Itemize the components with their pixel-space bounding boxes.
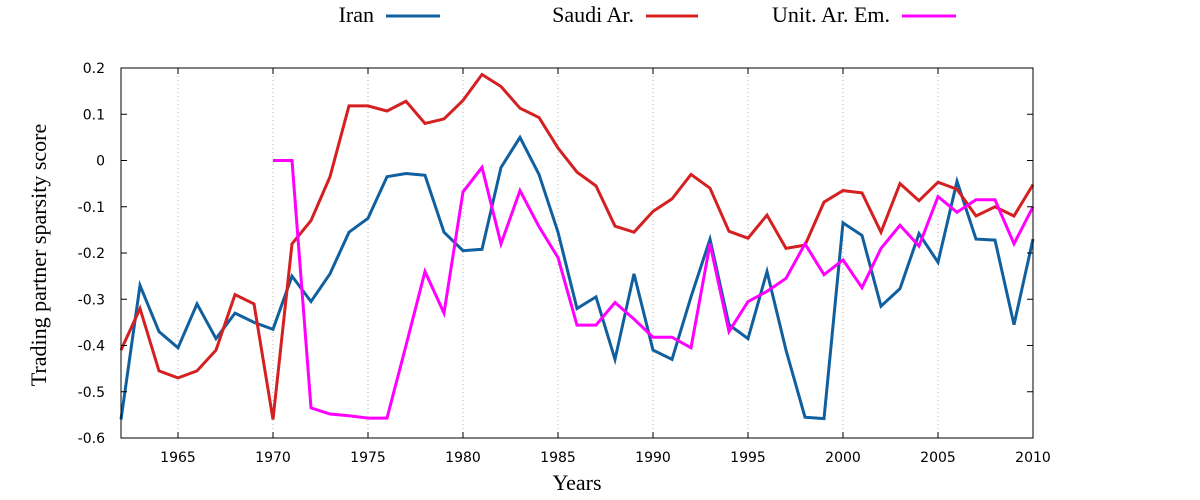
y-tick-label: -0.3 (78, 292, 105, 308)
axis-ticks: 1965 1970 1975 1980 1985 1990 1995 2000 2005 2010… (78, 61, 1051, 466)
y-axis-title: Trading partner sparsity score (26, 124, 51, 387)
y-tick-label: -0.4 (78, 339, 105, 355)
plot-frame (120, 67, 1034, 439)
y-tick-label: 0.2 (83, 61, 105, 77)
legend-label: Saudi Ar. (552, 2, 634, 27)
y-tick-label: -0.5 (78, 385, 105, 401)
y-tick-label: -0.2 (78, 246, 105, 262)
x-tick-label: 1980 (445, 450, 481, 466)
legend-label: Iran (339, 2, 374, 27)
y-tick-label: 0 (96, 154, 105, 170)
grid (177, 68, 1034, 438)
series-line-iran (119, 134, 1035, 421)
y-tick-label: -0.6 (78, 431, 105, 447)
x-tick-label: 2010 (1015, 450, 1051, 466)
series-line-unit-ar-em (273, 159, 1035, 420)
x-tick-label: 1985 (540, 450, 576, 466)
x-tick-label: 1970 (255, 450, 291, 466)
series-line-saudi-ar (119, 72, 1035, 420)
x-tick-label: 1995 (730, 450, 766, 466)
x-axis-title: Years (552, 470, 601, 495)
series-lines (119, 72, 1035, 421)
x-tick-label: 1965 (160, 450, 196, 466)
x-tick-label: 2005 (920, 450, 956, 466)
legend: Iran Saudi Ar. Unit. Ar. Em. (339, 2, 956, 27)
legend-label: Unit. Ar. Em. (772, 2, 890, 27)
y-tick-label: -0.1 (78, 200, 105, 216)
x-tick-label: 1975 (350, 450, 386, 466)
x-tick-label: 2000 (825, 450, 861, 466)
x-tick-label: 1990 (635, 450, 671, 466)
y-tick-label: 0.1 (83, 107, 105, 123)
